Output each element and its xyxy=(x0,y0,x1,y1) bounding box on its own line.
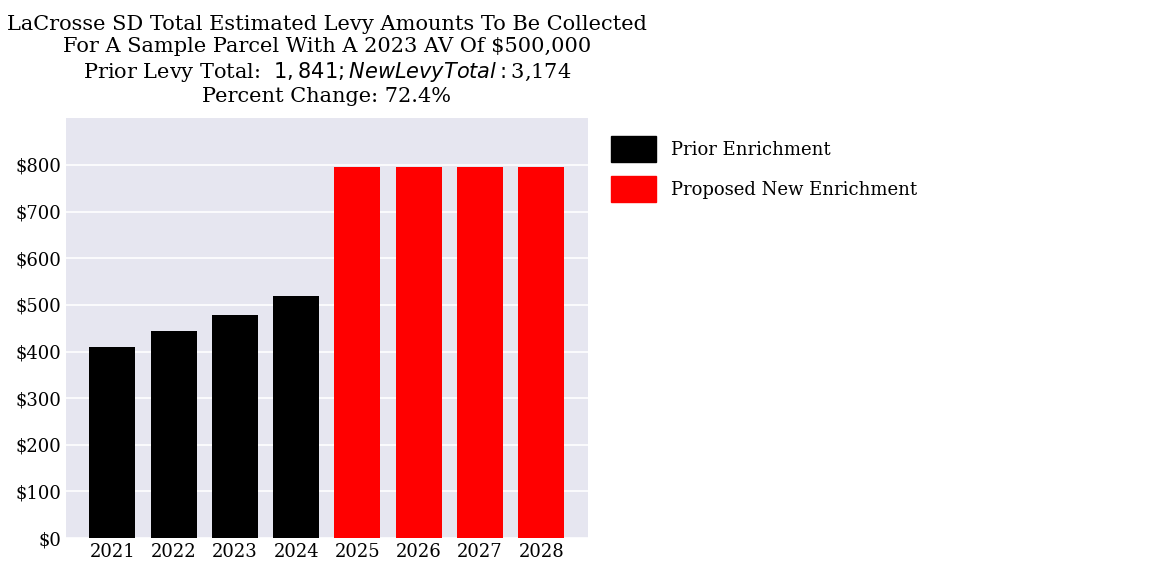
Bar xyxy=(396,167,441,538)
Bar xyxy=(212,315,258,538)
Bar xyxy=(273,297,319,538)
Bar xyxy=(90,347,136,538)
Legend: Prior Enrichment, Proposed New Enrichment: Prior Enrichment, Proposed New Enrichmen… xyxy=(602,127,926,211)
Bar xyxy=(151,331,197,538)
Bar xyxy=(457,167,503,538)
Title: LaCrosse SD Total Estimated Levy Amounts To Be Collected
For A Sample Parcel Wit: LaCrosse SD Total Estimated Levy Amounts… xyxy=(7,15,646,105)
Bar xyxy=(334,167,380,538)
Bar xyxy=(518,167,564,538)
